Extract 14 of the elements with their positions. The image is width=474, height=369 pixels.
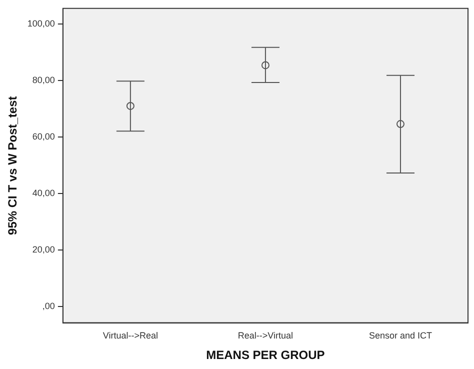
y-tick-label: 60,00 <box>32 132 55 142</box>
point <box>126 102 134 110</box>
x-tick-label: Sensor and ICT <box>368 330 433 341</box>
y-tick-label: 100,00 <box>27 18 55 28</box>
y-tick-label: 20,00 <box>32 244 55 255</box>
x-tick-label: Real-->Virtual <box>238 330 294 341</box>
y-tick-label: 80,00 <box>32 74 55 85</box>
x-axis-title: MEANS PER GROUP <box>206 348 325 362</box>
y-tick-label: ,00 <box>42 301 55 312</box>
point <box>261 61 270 70</box>
x-tick-label: Virtual-->Real <box>102 330 158 341</box>
y-axis-title: 95% CI T vs W Post_test <box>6 96 20 235</box>
y-tick-label: 40,00 <box>32 188 55 198</box>
point <box>396 120 404 128</box>
